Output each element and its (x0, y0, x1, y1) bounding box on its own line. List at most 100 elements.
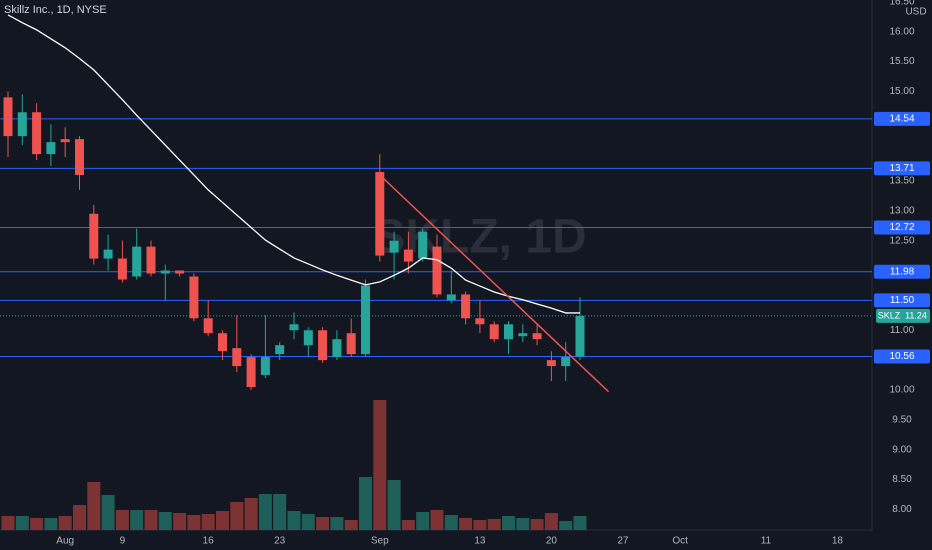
candle-body (46, 142, 56, 155)
volume-bar (130, 510, 144, 530)
y-tick-label: 15.00 (889, 86, 914, 97)
level-label: 12.72 (889, 222, 914, 233)
level-label-box (874, 111, 930, 126)
level-label: 11.50 (890, 295, 915, 306)
x-tick-label: 16 (203, 536, 215, 547)
x-tick-label: Oct (672, 536, 688, 547)
candle-body (246, 357, 256, 387)
candle-body (75, 139, 84, 175)
volume-bar (516, 518, 530, 530)
volume-bar (559, 521, 573, 530)
volume-bar (502, 516, 515, 530)
candle-body (232, 348, 242, 367)
volume-bar (330, 517, 344, 530)
candle-body (89, 213, 99, 259)
volume-bar (359, 477, 372, 530)
volume-bar (487, 519, 501, 530)
volume-bar (258, 494, 272, 530)
candle-body (189, 276, 199, 319)
candle-body (403, 249, 413, 262)
candle-body (361, 285, 370, 355)
candle-body (375, 171, 385, 256)
volume-bar (401, 520, 415, 530)
candle-body (3, 97, 13, 137)
volume-bar (244, 498, 258, 530)
candle-body (303, 330, 313, 346)
candle-body (117, 258, 127, 280)
candle-body (132, 246, 142, 277)
candle-body (289, 324, 299, 331)
volume-bar (416, 512, 430, 530)
y-tick-label: 8.00 (892, 504, 912, 515)
candle-body (175, 270, 185, 274)
volume-bar (230, 502, 244, 530)
y-tick-label: 16.00 (889, 26, 914, 37)
volume-bar (30, 518, 44, 530)
volume-bar (473, 520, 487, 530)
x-tick-label: 23 (274, 536, 286, 547)
volume-bar (273, 494, 287, 530)
currency-label: USD (905, 7, 926, 18)
x-tick-label: 27 (617, 536, 629, 547)
candle-body (432, 246, 442, 295)
candle-body (275, 345, 285, 355)
candle-body (318, 330, 328, 361)
level-label-box (874, 220, 930, 235)
y-tick-label: 8.50 (892, 474, 912, 485)
volume-bar (573, 516, 587, 530)
volume-bar (287, 511, 301, 530)
candle-body (103, 249, 113, 259)
x-tick-label: Sep (371, 536, 389, 547)
volume-bar (15, 516, 29, 530)
candle-body (575, 315, 585, 357)
volume-bar (201, 514, 215, 530)
y-tick-label: 13.50 (889, 176, 914, 187)
level-label: 14.54 (889, 113, 914, 124)
candle-body (160, 270, 170, 274)
volume-bar (530, 519, 544, 530)
volume-bar (44, 518, 58, 530)
y-tick-label: 12.50 (889, 235, 914, 246)
candle-body (518, 333, 528, 337)
trendline (379, 174, 610, 393)
y-tick-label: 9.50 (892, 414, 912, 425)
candle-body (332, 339, 342, 358)
volume-bar (430, 510, 444, 530)
volume-bar (301, 514, 315, 530)
x-tick-label: Aug (56, 536, 74, 547)
volume-bar (173, 513, 187, 530)
volume-bar (344, 520, 358, 530)
candle-body (260, 357, 270, 376)
volume-bar (1, 516, 15, 530)
candle-body (32, 112, 42, 155)
x-tick-label: 9 (120, 536, 126, 547)
volume-bar (73, 505, 86, 530)
candle-body (346, 333, 356, 355)
candle-body (60, 139, 70, 143)
candle-body (461, 294, 471, 319)
candle-body (532, 333, 542, 340)
candle-body (146, 246, 156, 274)
volume-bar (373, 400, 387, 530)
level-label-box (874, 161, 930, 176)
candle-body (446, 294, 456, 301)
last-price-label: 11.24 (905, 310, 927, 320)
level-label: 10.56 (889, 351, 914, 362)
volume-bar (58, 516, 72, 530)
volume-bar (115, 510, 129, 530)
y-tick-label: 13.00 (889, 205, 914, 216)
x-tick-label: 11 (761, 536, 772, 547)
volume-bar (144, 510, 158, 530)
moving-average (7, 14, 580, 314)
y-tick-label: 9.00 (892, 444, 912, 455)
y-tick-label: 10.00 (889, 385, 914, 396)
volume-bar (216, 511, 229, 530)
volume-bar (158, 512, 172, 530)
volume-bar (444, 515, 458, 530)
candle-body (489, 324, 499, 340)
candle-body (203, 318, 213, 334)
last-price-box (876, 308, 930, 323)
